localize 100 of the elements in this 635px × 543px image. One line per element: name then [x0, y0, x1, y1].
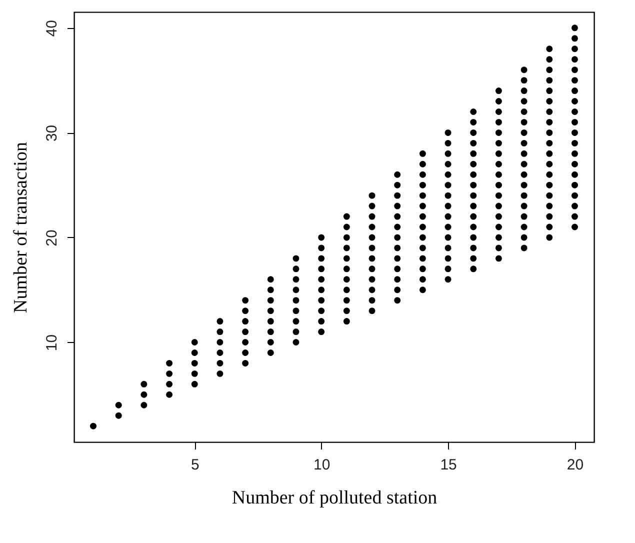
- point: [419, 255, 426, 262]
- point: [495, 140, 502, 146]
- point: [470, 234, 477, 241]
- point: [546, 66, 553, 74]
- point: [343, 244, 350, 252]
- point: [318, 244, 325, 252]
- point: [444, 213, 452, 220]
- point: [242, 360, 249, 366]
- point: [267, 339, 274, 346]
- y-tick-label: 20: [44, 230, 60, 246]
- point: [166, 370, 173, 377]
- point: [546, 88, 553, 94]
- point: [572, 77, 578, 84]
- point: [343, 213, 350, 220]
- point: [520, 224, 528, 230]
- point: [546, 192, 553, 199]
- point: [115, 412, 122, 419]
- point: [546, 46, 553, 52]
- point: [216, 339, 224, 346]
- point: [546, 213, 553, 220]
- point: [546, 77, 553, 84]
- x-tick-label: 10: [313, 456, 330, 474]
- point: [470, 182, 477, 188]
- point: [368, 308, 376, 314]
- point: [572, 140, 578, 146]
- point: [242, 318, 249, 325]
- point: [470, 108, 477, 115]
- point: [292, 318, 300, 325]
- point: [470, 150, 477, 157]
- point: [368, 234, 376, 241]
- point: [191, 339, 198, 346]
- point: [368, 192, 376, 199]
- y-tick-label: 10: [44, 334, 60, 352]
- point: [368, 276, 376, 283]
- point: [444, 171, 452, 178]
- point: [520, 140, 528, 146]
- point: [343, 308, 350, 314]
- point: [166, 380, 173, 388]
- point: [191, 380, 198, 388]
- point: [368, 255, 376, 262]
- point: [419, 213, 426, 220]
- point: [394, 182, 401, 188]
- point: [546, 150, 553, 157]
- point: [394, 286, 401, 294]
- x-axis-title: Number of polluted station: [232, 488, 438, 508]
- point: [419, 182, 426, 188]
- point: [546, 98, 553, 105]
- point: [368, 224, 376, 230]
- point: [419, 244, 426, 252]
- point: [267, 318, 274, 325]
- point: [546, 129, 553, 136]
- point: [166, 391, 173, 398]
- point: [495, 255, 502, 262]
- point: [444, 150, 452, 157]
- point: [140, 402, 148, 408]
- point: [520, 182, 528, 188]
- point: [470, 171, 477, 178]
- point: [343, 297, 350, 304]
- point: [318, 255, 325, 262]
- point: [572, 129, 578, 136]
- point: [292, 297, 300, 304]
- point: [343, 318, 350, 325]
- point: [318, 308, 325, 314]
- point: [470, 140, 477, 146]
- point: [470, 118, 477, 126]
- point: [520, 171, 528, 178]
- point: [572, 202, 578, 210]
- point: [419, 266, 426, 272]
- point: [419, 286, 426, 294]
- point: [572, 192, 578, 199]
- point: [495, 160, 502, 168]
- point: [495, 171, 502, 178]
- y-tick-label: 40: [44, 20, 60, 37]
- point: [546, 224, 553, 230]
- point: [495, 129, 502, 136]
- point: [318, 297, 325, 304]
- point: [495, 202, 502, 210]
- point: [546, 56, 553, 63]
- point: [444, 244, 452, 252]
- point: [368, 213, 376, 220]
- point: [368, 244, 376, 252]
- point: [419, 150, 426, 157]
- point: [343, 224, 350, 230]
- point: [572, 150, 578, 157]
- point: [394, 224, 401, 230]
- point: [368, 202, 376, 210]
- point: [444, 129, 452, 136]
- point: [495, 118, 502, 126]
- point: [394, 213, 401, 220]
- point: [444, 255, 452, 262]
- point: [444, 182, 452, 188]
- point: [546, 182, 553, 188]
- point: [572, 213, 578, 220]
- point: [520, 150, 528, 157]
- point: [191, 360, 198, 366]
- point: [419, 160, 426, 168]
- point: [140, 391, 148, 398]
- point: [444, 202, 452, 210]
- point: [394, 244, 401, 252]
- point: [470, 192, 477, 199]
